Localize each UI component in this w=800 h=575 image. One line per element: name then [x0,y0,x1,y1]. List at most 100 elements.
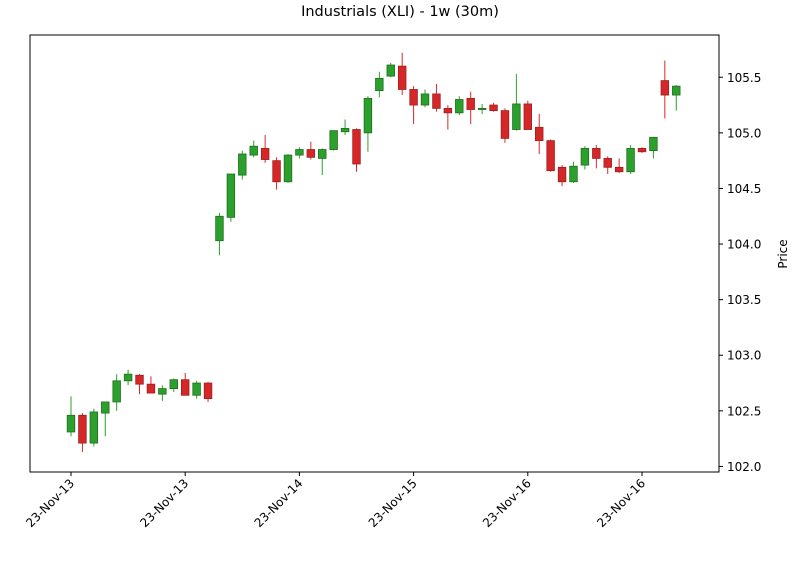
candle-body-up [158,388,167,395]
candle-body-down [466,97,475,110]
candles-layer [66,52,681,452]
y-axis-label: Price [776,239,790,268]
candle [169,378,178,392]
candle [89,408,99,447]
candle-body-up [89,411,99,444]
candle-body-up [112,380,121,403]
candle [112,374,121,411]
candle-body-up [477,107,487,110]
plot-frame [29,34,720,473]
candle-body-up [580,148,590,166]
candle-body-down [500,110,510,139]
candle-body-down [352,129,361,165]
candle [580,146,590,170]
candle [192,380,201,399]
candle-body-up [375,77,384,91]
y-axis: 102.0 102.5 103.0 103.5 104.0 104.5 105.0 105.5 [719,71,761,474]
candle [101,401,110,437]
candle-body-down [260,148,270,160]
candle-body-up [238,153,247,176]
candle-body-up [672,85,681,96]
candle-body-down [78,414,87,444]
candle-body-up [101,401,110,414]
candle-body-up [512,103,521,130]
candle-body-up [123,373,133,382]
chart-title: Industrials (XLI) - 1w (30m) [301,4,499,20]
candle [249,140,258,158]
candle [260,135,270,163]
candle [420,89,430,108]
candle [295,147,304,159]
candle [135,374,144,395]
candle [569,161,578,183]
candle-body-up [455,99,464,114]
candle [340,119,350,136]
candle [603,156,612,174]
candle [592,145,601,169]
candle [546,139,555,172]
candle [535,113,544,154]
candle-body-up [169,379,178,390]
y-tick-label: 105.5 [727,71,761,85]
candle-body-down [489,104,498,112]
candle-body-up [249,145,258,156]
candle-body-up [649,136,658,152]
candle [500,108,510,143]
candle [614,158,624,173]
candle [238,150,247,180]
candle-body-down [546,140,555,172]
candle [512,73,521,131]
candle [523,100,532,130]
candle [649,136,658,159]
candle [306,141,316,160]
candle [329,130,338,151]
y-tick-label: 102.5 [727,404,761,418]
candle-body-down [409,89,418,106]
candle-body-down [592,148,601,159]
candle [66,396,76,437]
candle [226,173,236,222]
candle-body-down [535,126,544,142]
y-tick-label: 103.0 [727,349,761,363]
y-tick-label: 105.0 [727,126,761,140]
candle [432,83,441,112]
candle [477,103,487,114]
candle [203,381,213,402]
candle-body-down [203,382,213,400]
candle-body-up [66,414,76,433]
candle-body-down [397,65,407,90]
candle [123,369,133,386]
candle-body-up [215,215,224,242]
candle [637,147,647,153]
candle-body-down [614,166,624,173]
candle-body-up [295,149,304,156]
candle [397,52,407,96]
candle-body-up [192,382,201,396]
candle [626,145,635,174]
candle-body-down [637,148,647,153]
candle [352,128,361,172]
candle [78,413,87,452]
candle [318,148,327,176]
candle [283,153,293,183]
candle-body-down [523,103,532,130]
candle [455,96,464,116]
candle-body-down [146,383,156,394]
y-tick-label: 102.0 [727,460,761,474]
candle [180,373,190,396]
candle-body-up [340,128,350,133]
candle [363,96,373,152]
candle-body-down [306,149,316,158]
candle [158,385,167,401]
candle-body-up [386,64,395,77]
candle-body-up [283,154,293,183]
candle [443,105,453,130]
candle-body-up [420,93,430,106]
candle [489,102,498,112]
candle [272,157,281,190]
candle-body-down [272,160,281,183]
candle [215,212,224,256]
candle-body-up [318,149,327,159]
